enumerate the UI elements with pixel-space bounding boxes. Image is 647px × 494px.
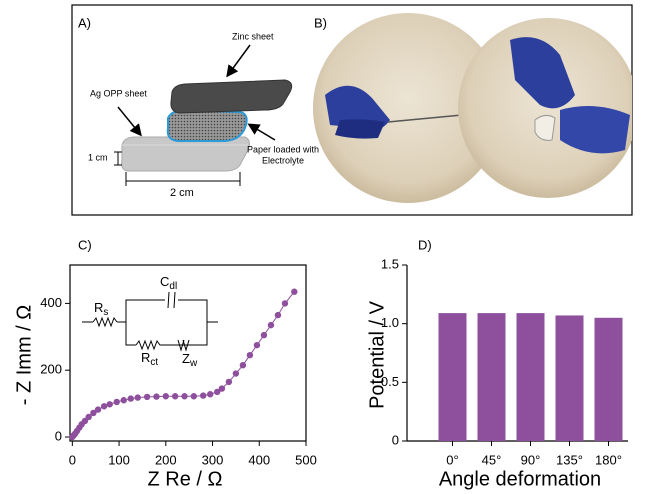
data-point (291, 288, 298, 295)
circuit-label: Rct (141, 350, 158, 367)
data-point (267, 321, 275, 329)
x-tick-label: 0 (69, 452, 76, 467)
x-tick-label: 100 (108, 452, 130, 467)
y-tick-label: 1.0 (381, 315, 399, 330)
bar (477, 313, 506, 441)
bar (555, 315, 584, 441)
data-point (90, 409, 97, 417)
x-tick-label: 135° (556, 452, 583, 467)
panel-label: C) (78, 237, 92, 252)
circuit-label: Cdl (160, 274, 177, 291)
data-point (171, 393, 179, 400)
subscript: dl (169, 281, 177, 292)
data-point (153, 393, 160, 400)
y-tick-label: 400 (40, 295, 62, 310)
x-tick-label: 200 (155, 452, 177, 467)
symbol: Z (182, 351, 190, 366)
y-tick-label: 0 (392, 432, 399, 447)
annotation: 2 cm (170, 187, 194, 199)
annotation: Ag OPP sheet (90, 88, 147, 98)
warburg (177, 339, 190, 352)
bar (438, 313, 467, 441)
x-tick-label: 300 (202, 452, 224, 467)
data-point (218, 385, 226, 392)
battery-illustration (114, 44, 293, 186)
symbol: R (141, 350, 150, 365)
circuit-diagram (82, 291, 218, 352)
data-point (120, 397, 127, 404)
y-tick-label: 0 (55, 428, 62, 443)
symbol: C (160, 274, 169, 289)
bar (516, 313, 545, 441)
subscript: ct (150, 357, 158, 368)
data-point (106, 401, 113, 408)
data-point (246, 351, 254, 359)
x-tick-label: 500 (295, 452, 317, 467)
x-tick-label: 90° (521, 452, 541, 467)
data-point (181, 393, 188, 400)
symbol: R (94, 300, 103, 315)
x-tick-label: 180° (595, 452, 622, 467)
x-axis-label: Angle deformation (439, 468, 601, 490)
subscript: w (189, 358, 198, 369)
data-point (85, 413, 92, 421)
bar (594, 317, 623, 441)
data-point (190, 393, 198, 400)
panel-label: A) (78, 15, 91, 30)
annotation: Electrolyte (262, 155, 304, 165)
data-point (134, 394, 141, 401)
data-point (81, 417, 89, 425)
data-point (274, 311, 282, 319)
resistor (92, 316, 118, 328)
data-point (232, 370, 240, 377)
circuit-label: Zw (182, 351, 198, 368)
annotation: Paper loaded with (247, 144, 319, 154)
data-point (225, 378, 233, 386)
data-point (239, 361, 247, 369)
annotation: Zinc sheet (232, 31, 274, 41)
data-point (94, 406, 102, 413)
data-point (100, 403, 108, 410)
annotation: 1 cm (88, 152, 108, 162)
data-point (253, 341, 261, 349)
photo (313, 13, 632, 203)
y-tick-label: 0.5 (381, 374, 399, 389)
data-point (206, 391, 214, 398)
panel-label: D) (418, 237, 432, 252)
subscript: s (103, 307, 108, 318)
capacitor (167, 291, 176, 309)
resistor (135, 339, 178, 351)
x-axis-label: Z Re / Ω (148, 468, 223, 490)
x-tick-label: 0° (446, 452, 458, 467)
circuit-label: Rs (94, 300, 108, 317)
plot-frame (69, 264, 307, 442)
y-axis-label: Potential / V (366, 300, 388, 409)
data-point (260, 331, 268, 339)
y-tick-label: 1.5 (381, 256, 399, 271)
data-point (162, 393, 170, 400)
x-tick-label: 400 (248, 452, 270, 467)
y-axis-label: - Z Imm / Ω (13, 305, 35, 406)
data-point (143, 393, 151, 401)
data-point (113, 398, 120, 406)
y-tick-label: 200 (40, 362, 62, 377)
circuit-wires (82, 299, 218, 346)
data-point (199, 392, 207, 399)
x-tick-label: 45° (482, 452, 502, 467)
data-point (127, 395, 134, 402)
data-point (214, 388, 221, 396)
panel-label: B) (314, 15, 327, 30)
data-point (281, 300, 289, 307)
